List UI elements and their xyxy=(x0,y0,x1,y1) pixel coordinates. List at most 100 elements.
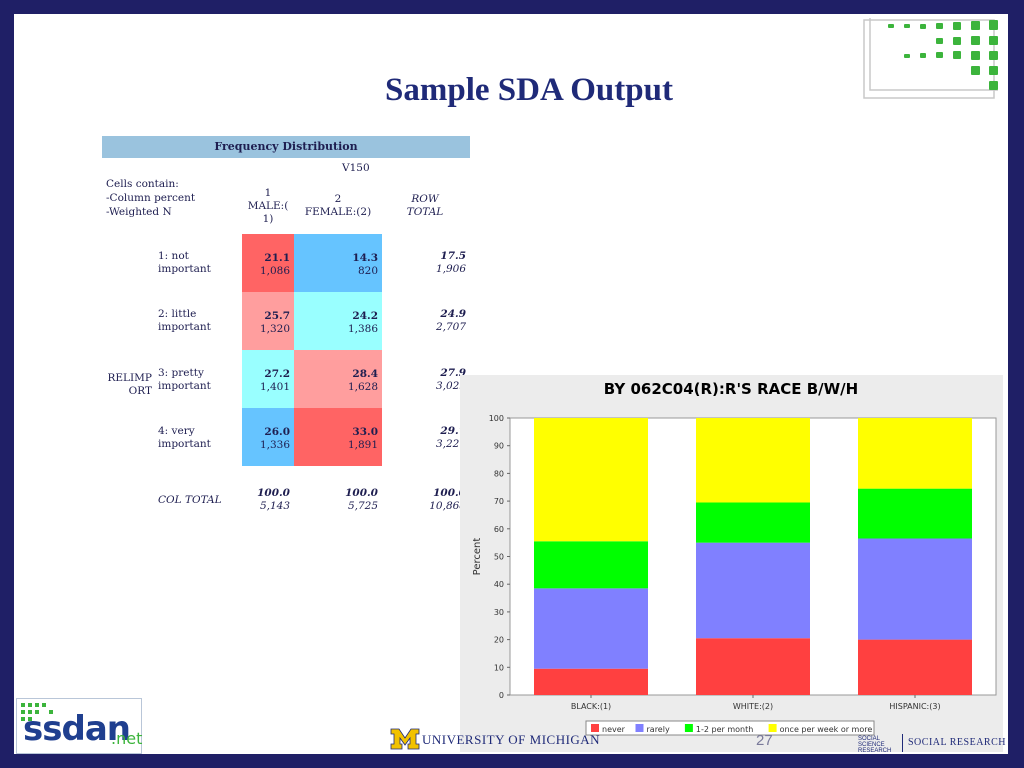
col-header-line: 2 xyxy=(334,193,342,205)
row-variable-label: RELIMP ORT xyxy=(100,372,152,398)
ssdan-logo-text: ssdan xyxy=(23,709,131,749)
bar-segment xyxy=(534,668,648,695)
y-tick-label: 90 xyxy=(494,442,504,451)
table-cell-female: 14.3 820 xyxy=(294,234,382,292)
page-number: 27 xyxy=(756,732,773,749)
row-label: 1: not important xyxy=(158,250,211,276)
row-variable-line: ORT xyxy=(128,385,152,397)
row-label-line: 2: little xyxy=(158,308,197,320)
col-total-male: 100.0 5,143 xyxy=(242,487,290,513)
bar-segment xyxy=(534,418,648,542)
legend-swatch xyxy=(684,724,693,732)
col-total-count: 5,143 xyxy=(259,500,290,512)
y-tick-label: 80 xyxy=(494,469,504,478)
y-axis-label: Percent xyxy=(472,538,483,576)
y-tick-label: 10 xyxy=(494,663,504,672)
slide-title: Sample SDA Output xyxy=(385,72,673,108)
col-total-percent: 100.0 xyxy=(257,487,290,499)
cells-note-line: Cells contain: xyxy=(106,178,179,190)
table-cell-male: 25.7 1,320 xyxy=(242,292,294,350)
table-cell-male: 21.1 1,086 xyxy=(242,234,294,292)
cell-count: 1,891 xyxy=(347,439,378,451)
legend-label: rarely xyxy=(647,725,670,734)
legend-swatch xyxy=(591,724,599,732)
col-header-line: 1) xyxy=(262,213,274,225)
row-total: 27.9 3,029 xyxy=(394,367,466,393)
row-total-percent: 27.9 xyxy=(440,367,466,379)
chart-svg: BY 062C04(R):R'S RACE B/W/H 0 10 20 30 40 50 60… xyxy=(472,380,997,736)
ssdan-dots-icon xyxy=(21,703,53,721)
ssdan-logo: ssdan .net xyxy=(16,698,142,754)
bar-segment xyxy=(534,588,648,669)
col-total-female: 100.0 5,725 xyxy=(304,487,378,513)
y-tick-label: 40 xyxy=(494,580,504,589)
col-header-line: MALE:( xyxy=(247,200,289,212)
y-tick-label: 60 xyxy=(494,525,504,534)
isr-divider xyxy=(902,734,903,752)
cell-percent: 26.0 xyxy=(264,426,290,438)
legend-box xyxy=(585,720,875,736)
col-total-percent: 100.0 xyxy=(345,487,378,499)
col-header-line: TOTAL xyxy=(406,206,444,218)
row-label: 2: little important xyxy=(158,308,211,334)
x-tick-label: WHITE:(2) xyxy=(733,702,773,711)
row-label: 4: very important xyxy=(158,425,211,451)
stacked-bar-chart: BY 062C04(R):R'S RACE B/W/H 0 10 20 30 40 50 60… xyxy=(460,375,1003,752)
ssdan-logo-net: .net xyxy=(111,729,143,748)
bar-segment xyxy=(696,502,810,543)
col-total-percent: 100.0 xyxy=(433,487,466,499)
cell-percent: 24.2 xyxy=(352,310,378,322)
decorative-dots-logo xyxy=(862,14,1001,99)
col-header-line: FEMALE:(2) xyxy=(304,206,372,218)
row-label-line: important xyxy=(158,438,211,450)
bar-segment xyxy=(696,638,810,695)
bar-segment xyxy=(696,418,810,503)
cell-count: 1,628 xyxy=(347,381,378,393)
y-tick-label: 100 xyxy=(489,414,504,423)
x-tick-label: HISPANIC:(3) xyxy=(889,702,940,711)
legend-swatch xyxy=(768,724,777,732)
bar-segment xyxy=(858,418,972,489)
row-label-line: 3: pretty xyxy=(158,367,204,379)
table-cell-female: 24.2 1,386 xyxy=(294,292,382,350)
slide: Sample SDA Output Frequency Distribution… xyxy=(14,14,1008,754)
cell-count: 1,401 xyxy=(259,381,290,393)
cell-count: 1,336 xyxy=(259,439,290,451)
cells-note-line: -Column percent xyxy=(106,192,196,204)
cell-count: 1,320 xyxy=(259,323,290,335)
y-tick-label: 30 xyxy=(494,608,504,617)
cell-count: 820 xyxy=(357,265,378,277)
col-total-count: 5,725 xyxy=(347,500,378,512)
isr-logo-left: SOCIAL SCIENCE RESEARCH xyxy=(858,736,892,754)
row-label-line: important xyxy=(158,321,211,333)
table-cell-male: 27.2 1,401 xyxy=(242,350,294,408)
row-total: 24.9 2,707 xyxy=(394,308,466,334)
col-header-male: 1 MALE:( 1) xyxy=(242,187,294,226)
row-total-percent: 24.9 xyxy=(440,308,466,320)
row-label-line: 1: not xyxy=(158,250,189,262)
cells-note: Cells contain: -Column percent -Weighted… xyxy=(106,177,195,219)
y-tick-label: 50 xyxy=(494,553,504,562)
legend-label: never xyxy=(602,725,626,734)
y-tick-label: 20 xyxy=(494,636,504,645)
col-total-row: 100.0 10,868 xyxy=(394,487,466,513)
bar-segment xyxy=(858,538,972,640)
row-total-count: 3,029 xyxy=(435,380,466,392)
col-header-row-total: ROW TOTAL xyxy=(394,193,456,219)
legend-label: 1-2 per month xyxy=(696,725,753,734)
row-total-percent: 17.5 xyxy=(440,250,466,262)
chart-title: BY 062C04(R):R'S RACE B/W/H xyxy=(604,380,858,398)
cell-count: 1,386 xyxy=(347,323,378,335)
university-name: UNIVERSITY OF MICHIGAN xyxy=(422,732,601,747)
cell-percent: 27.2 xyxy=(264,368,290,380)
michigan-m-icon xyxy=(390,728,420,750)
cell-percent: 25.7 xyxy=(264,310,290,322)
row-total-count: 2,707 xyxy=(435,321,466,333)
row-total-count: 3,227 xyxy=(435,438,466,450)
row-total-count: 1,906 xyxy=(435,263,466,275)
isr-logo-right: SOCIAL RESEARCH xyxy=(908,737,1006,748)
cell-count: 1,086 xyxy=(259,265,290,277)
table-cell-female: 28.4 1,628 xyxy=(294,350,382,408)
col-total-label: COL TOTAL xyxy=(158,494,222,506)
row-label-line: 4: very xyxy=(158,425,195,437)
